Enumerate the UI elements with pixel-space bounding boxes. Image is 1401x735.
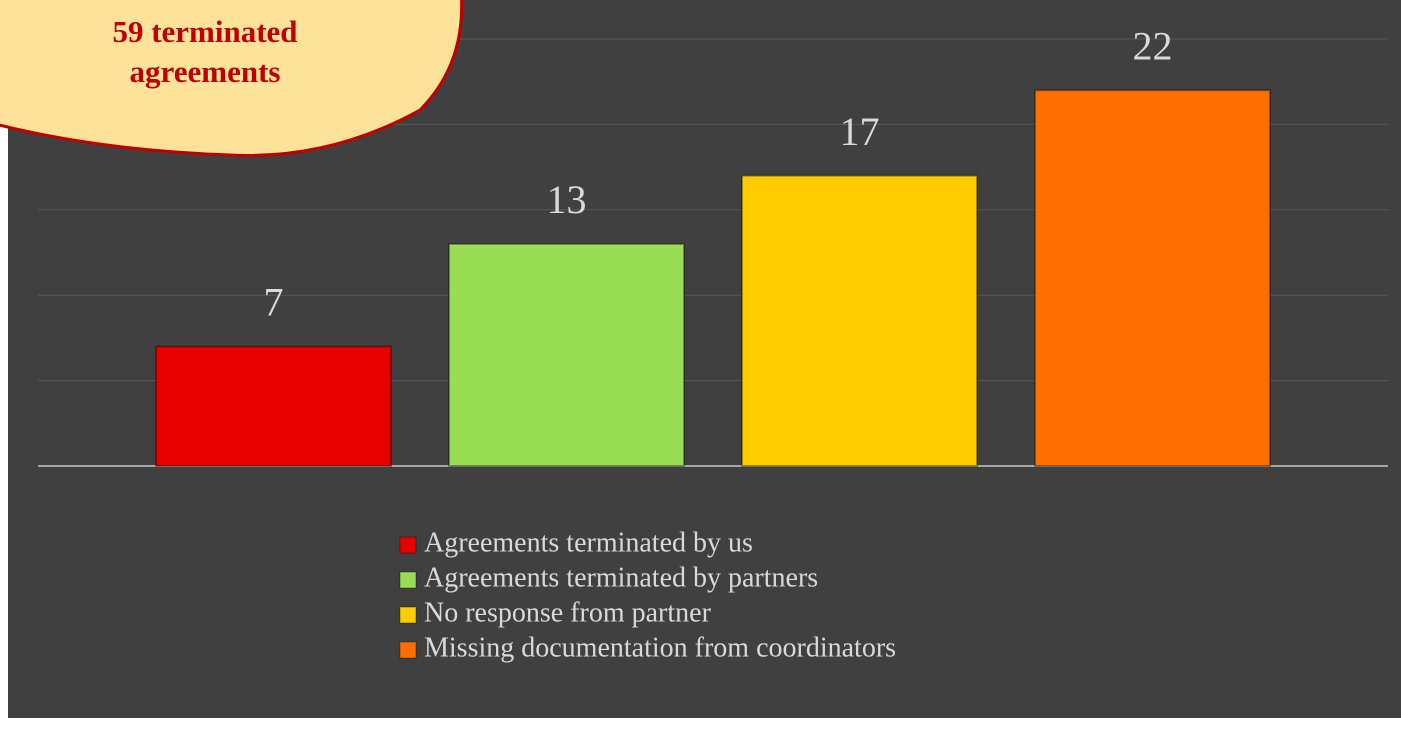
bar [1034, 89, 1271, 468]
legend-label: Missing documentation from coordinators [424, 632, 896, 663]
bar [741, 174, 978, 467]
legend-swatch [399, 641, 417, 659]
annotation: 59 terminated agreements [112, 14, 298, 89]
value-label: 17 [840, 109, 880, 154]
legend-swatch [399, 606, 417, 624]
legend-label: Agreements terminated by partners [424, 562, 818, 593]
plot: 7 13 17 22 Agreements terminated by us Agreem… [38, 23, 1388, 663]
value-label: 7 [264, 280, 284, 325]
legend-label: Agreements terminated by us [424, 527, 753, 558]
bar [155, 345, 392, 467]
value-label: 13 [547, 177, 587, 222]
legend-swatch [399, 536, 417, 554]
legend-swatch [399, 571, 417, 589]
bar [448, 242, 685, 467]
legend-label: No response from partner [424, 597, 712, 628]
callout [0, 0, 464, 157]
value-label: 22 [1133, 23, 1173, 68]
